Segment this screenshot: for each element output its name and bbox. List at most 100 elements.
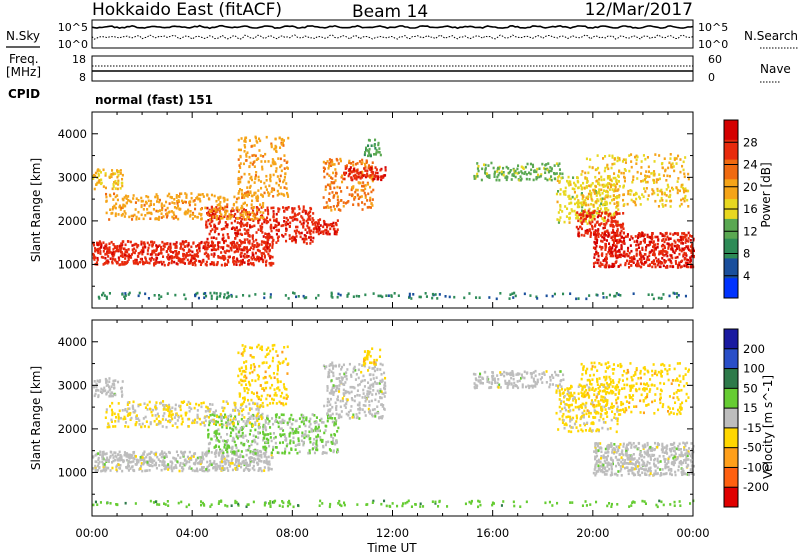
heatmap-cell	[323, 451, 326, 455]
heatmap-cell	[153, 294, 156, 297]
heatmap-cell	[177, 251, 180, 254]
heatmap-cell	[330, 209, 333, 212]
heatmap-cell	[335, 191, 338, 195]
heatmap-cell	[180, 192, 183, 196]
heatmap-cell	[219, 256, 222, 259]
heatmap-cell	[598, 178, 601, 181]
heatmap-cell	[586, 232, 589, 235]
heatmap-cell	[665, 231, 668, 235]
heatmap-cell	[283, 433, 286, 436]
heatmap-cell	[124, 212, 127, 215]
heatmap-cell	[249, 212, 252, 216]
heatmap-cell	[637, 243, 640, 247]
heatmap-cell	[204, 245, 207, 249]
heatmap-cell	[197, 255, 200, 258]
heatmap-cell	[523, 172, 526, 176]
heatmap-cell	[603, 216, 606, 219]
heatmap-cell	[667, 238, 670, 241]
heatmap-cell	[110, 451, 113, 454]
heatmap-cell	[591, 182, 594, 185]
heatmap-cell	[217, 445, 220, 449]
heatmap-cell	[627, 192, 630, 196]
heatmap-cell	[218, 215, 221, 218]
heatmap-cell	[557, 211, 560, 214]
heatmap-cell	[100, 243, 103, 247]
heatmap-cell	[238, 216, 241, 220]
heatmap-cell	[200, 460, 203, 463]
heatmap-cell	[249, 177, 252, 180]
heatmap-cell	[183, 293, 186, 297]
heatmap-cell	[260, 193, 263, 197]
heatmap-cell	[355, 294, 358, 298]
heatmap-cell	[118, 466, 121, 470]
heatmap-cell	[218, 241, 221, 244]
heatmap-cell	[578, 213, 581, 216]
heatmap-cell	[109, 469, 112, 472]
heatmap-cell	[155, 244, 158, 247]
heatmap-cell	[339, 209, 342, 212]
heatmap-cell	[600, 202, 603, 206]
heatmap-cell	[106, 466, 109, 470]
heatmap-cell	[165, 200, 168, 204]
heatmap-cell	[249, 461, 252, 465]
heatmap-cell	[668, 161, 671, 165]
heatmap-cell	[613, 232, 616, 236]
heatmap-cell	[234, 244, 237, 247]
heatmap-cell	[314, 425, 317, 429]
heatmap-cell	[170, 415, 173, 418]
heatmap-cell	[281, 418, 284, 422]
heatmap-cell	[127, 293, 130, 296]
heatmap-cell	[255, 408, 258, 411]
heatmap-cell	[500, 170, 503, 174]
heatmap-cell	[665, 179, 668, 182]
heatmap-cell	[258, 459, 261, 463]
heatmap-cell	[247, 180, 250, 184]
heatmap-cell	[378, 151, 381, 154]
heatmap-cell	[190, 467, 193, 471]
heatmap-cell	[115, 416, 118, 419]
heatmap-cell	[119, 204, 122, 208]
heatmap-cell	[618, 157, 621, 160]
heatmap-cell	[250, 145, 253, 148]
heatmap-cell	[298, 212, 301, 215]
heatmap-cell	[252, 206, 255, 209]
heatmap-cell	[614, 196, 617, 199]
heatmap-cell	[274, 446, 277, 449]
heatmap-cell	[328, 199, 331, 202]
heatmap-cell	[379, 153, 382, 157]
heatmap-cell	[128, 215, 131, 219]
heatmap-cell	[589, 185, 592, 188]
heatmap-cell	[235, 234, 238, 237]
heatmap-cell	[104, 174, 107, 177]
heatmap-cell	[180, 414, 183, 418]
heatmap-cell	[646, 244, 649, 247]
heatmap-cell	[680, 249, 683, 253]
heatmap-cell	[128, 453, 131, 457]
heatmap-cell	[331, 191, 334, 194]
heatmap-cell	[431, 296, 434, 300]
heatmap-cell	[274, 144, 277, 148]
heatmap-cell	[231, 214, 234, 218]
heatmap-cell	[187, 210, 190, 213]
heatmap-cell	[575, 297, 578, 301]
heatmap-cell	[631, 260, 634, 263]
heatmap-cell	[268, 444, 271, 448]
heatmap-cell	[585, 203, 588, 207]
noise-left-tick-bottom: 10^0	[58, 38, 88, 51]
heatmap-cell	[209, 262, 212, 266]
heatmap-cell	[111, 251, 114, 255]
heatmap-cell	[258, 259, 261, 263]
heatmap-cell	[294, 448, 297, 452]
heatmap-cell	[302, 440, 305, 444]
heatmap-cell	[253, 165, 256, 169]
heatmap-cell	[593, 240, 596, 244]
heatmap-cell	[146, 211, 149, 215]
heatmap-cell	[216, 243, 219, 247]
heatmap-cell	[238, 244, 241, 247]
heatmap-cell	[241, 258, 244, 262]
heatmap-cell	[226, 198, 229, 202]
heatmap-cell	[254, 423, 257, 427]
heatmap-cell	[323, 170, 326, 173]
heatmap-cell	[251, 467, 254, 470]
heatmap-cell	[581, 194, 584, 197]
